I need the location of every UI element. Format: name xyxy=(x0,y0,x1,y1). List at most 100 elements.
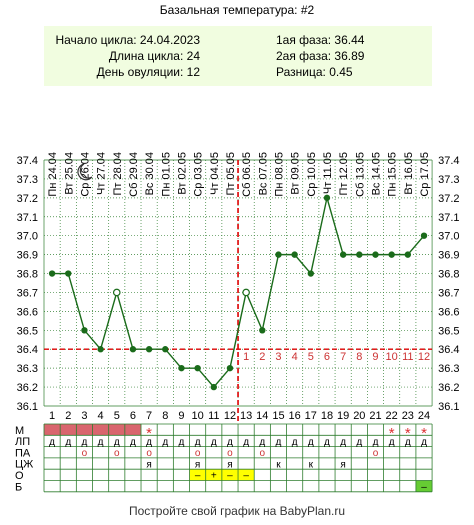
lp-cell: д xyxy=(49,437,55,448)
y-tick-label-left: 36.2 xyxy=(17,382,38,394)
temperature-point xyxy=(372,251,379,258)
temperature-point xyxy=(210,383,217,391)
y-tick-label-right: 37.2 xyxy=(438,193,459,205)
czh-cell: к xyxy=(309,459,314,470)
table-row-label: О xyxy=(15,470,24,482)
day-number-label: 8 xyxy=(162,410,168,422)
date-axis-labels: Пн 24.04 Вт 25.04 Ср 26.04 Чт 27.04 Пт 28.04… xyxy=(47,152,431,197)
date-label: Сб 13.05 xyxy=(354,152,366,197)
menses-cell xyxy=(60,424,77,436)
day-number-label: 13 xyxy=(240,410,252,422)
y-tick-label-left: 37.2 xyxy=(17,193,38,205)
ovulation-day-text: День овуляции: 12 xyxy=(96,65,200,79)
crescent-moon-icon xyxy=(77,163,93,181)
day-number-labels: 1 2 3 4 5 6 7 8 9 10 11 12 13 14 15 16 17 18 19 20 21 22 23 24 xyxy=(49,410,430,422)
day-number-label: 4 xyxy=(98,410,104,422)
pa-cell: о xyxy=(82,448,88,459)
date-label: Ср 10.05 xyxy=(306,152,318,197)
post-ovulation-day-label: 7 xyxy=(340,351,346,363)
mucus-star: * xyxy=(389,425,395,442)
y-tick-label-right: 36.7 xyxy=(438,287,459,299)
post-ovulation-day-label: 3 xyxy=(275,351,281,363)
day-number-label: 5 xyxy=(114,410,120,422)
chart-title: Базальная температура: #2 xyxy=(159,3,315,17)
cycle-start-text: Начало цикла: 24.04.2023 xyxy=(55,33,200,47)
post-ovulation-day-label: 1 xyxy=(243,351,249,363)
pa-cell: о xyxy=(373,448,379,459)
lp-cell: д xyxy=(356,437,362,448)
post-ovulation-day-label: 5 xyxy=(308,351,314,363)
post-ovulation-day-label: 12 xyxy=(418,351,430,363)
czh-cell: я xyxy=(227,459,232,470)
temperature-point xyxy=(65,270,72,277)
temperature-point xyxy=(145,346,153,353)
table-row-label: ЦЖ xyxy=(15,459,33,471)
czh-cell: к xyxy=(276,459,281,470)
b-cell: – xyxy=(421,482,427,493)
menses-cell xyxy=(44,424,61,436)
footer-link-text[interactable]: Постройте свой график на BabyPlan.ru xyxy=(128,504,346,518)
day-number-label: 20 xyxy=(353,410,365,422)
date-label: Пт 12.05 xyxy=(338,152,350,196)
temperature-point xyxy=(323,194,331,202)
lp-cell: д xyxy=(130,437,136,448)
o-cell: – xyxy=(227,471,233,482)
temperature-series xyxy=(48,194,428,391)
day-number-label: 7 xyxy=(146,410,152,422)
lp-cell: д xyxy=(259,437,265,448)
lp-cell: д xyxy=(421,437,427,448)
date-label: Вт 16.05 xyxy=(403,152,415,195)
date-label: Вс 30.04 xyxy=(144,152,156,195)
y-tick-label-right: 37.1 xyxy=(438,212,459,224)
temperature-point xyxy=(275,251,282,258)
lp-cell: д xyxy=(179,437,185,448)
day-number-label: 21 xyxy=(369,410,381,422)
date-label: Вс 14.05 xyxy=(370,152,382,195)
y-tick-label-right: 37.3 xyxy=(438,174,459,186)
post-ovulation-day-label: 9 xyxy=(372,351,378,363)
ovulation-test-cell xyxy=(221,469,239,481)
date-label: Пт 05.05 xyxy=(225,152,237,196)
temperature-point xyxy=(404,251,412,258)
mucus-star: * xyxy=(421,425,427,442)
o-cell: – xyxy=(195,471,201,482)
table-row-label: ЛП xyxy=(15,436,30,448)
post-ovulation-day-label: 4 xyxy=(292,351,298,363)
y-tick-label-right: 36.3 xyxy=(438,363,459,375)
y-tick-label-right: 36.4 xyxy=(438,344,459,356)
phase1-text: 1ая фаза: 36.44 xyxy=(276,33,365,47)
date-label: Чт 04.05 xyxy=(209,152,221,195)
lp-cell: д xyxy=(292,437,298,448)
date-label: Вт 02.05 xyxy=(176,152,188,195)
y-tick-label-left: 36.3 xyxy=(17,363,38,375)
table-row-label: ПА xyxy=(15,447,31,459)
y-tick-label-left: 36.9 xyxy=(17,250,38,262)
czh-cell: я xyxy=(340,459,345,470)
difference-text: Разница: 0.45 xyxy=(276,65,353,79)
czh-cell: я xyxy=(146,459,151,470)
y-tick-label-left: 36.5 xyxy=(17,325,38,337)
day-number-label: 15 xyxy=(272,410,284,422)
y-tick-label-left: 36.7 xyxy=(17,287,38,299)
lp-cell: д xyxy=(276,437,282,448)
y-axis-right-labels: 37.4 37.3 37.2 37.1 37.0 36.9 36.8 36.7 36.6 36.5… xyxy=(438,155,459,413)
y-tick-label-right: 36.1 xyxy=(438,401,459,413)
day-number-label: 16 xyxy=(289,410,301,422)
date-label: Чт 11.05 xyxy=(322,152,334,194)
ovulation-test-cell xyxy=(205,469,222,481)
temperature-point xyxy=(97,346,104,353)
temperature-point xyxy=(162,346,169,353)
date-label: Пт 28.04 xyxy=(112,152,124,196)
y-tick-label-left: 36.8 xyxy=(17,269,38,281)
phase2-text: 2ая фаза: 36.89 xyxy=(276,49,365,63)
date-label: Ср 26.04 xyxy=(79,152,91,197)
y-tick-label-right: 36.8 xyxy=(438,269,459,281)
day-number-label: 19 xyxy=(337,410,349,422)
czh-cell: я xyxy=(195,459,200,470)
temperature-point-open xyxy=(242,288,250,297)
day-number-label: 22 xyxy=(386,410,398,422)
temperature-point xyxy=(48,270,56,277)
temperature-point xyxy=(339,251,347,258)
y-tick-label-left: 36.1 xyxy=(17,401,38,413)
